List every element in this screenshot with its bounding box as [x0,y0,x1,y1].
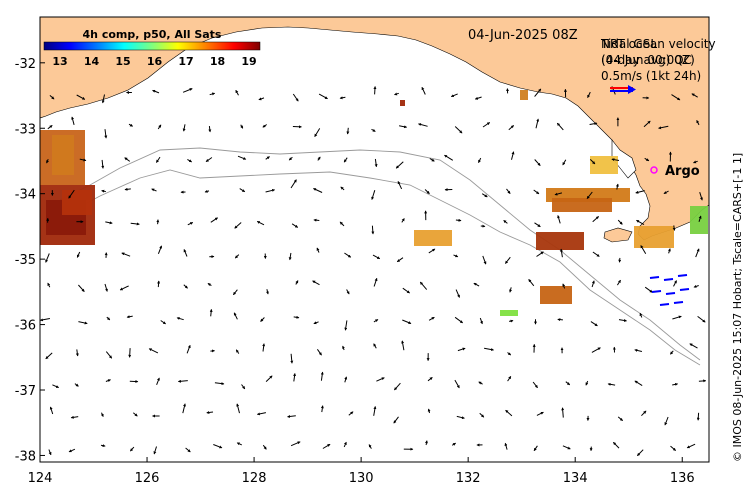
x-tick-label: 134 [563,471,588,486]
velocity-arrow [158,281,159,287]
x-tick-label: 126 [135,471,160,486]
sst-patch [634,226,674,248]
legend-line1b: Tidal GSL [600,37,657,51]
velocity-arrow [130,348,131,357]
velocity-arrow [209,126,210,132]
x-tick-label: 124 [28,471,53,486]
sst-patch [52,135,74,175]
y-tick-label: -38 [15,449,36,464]
tidal-arrow [678,275,687,276]
tidal-arrow [664,279,673,280]
tidal-arrow [680,289,689,290]
legend-line3: 0.5m/s (1kt 24h) [601,69,701,83]
y-tick-label: -37 [15,384,36,399]
sst-patch [500,310,518,316]
velocity-arrow [372,226,373,234]
colorbar-tick-label: 16 [147,55,163,68]
velocity-arrow [211,309,212,316]
sst-patch [552,198,612,212]
tidal-arrow [650,277,659,278]
colorbar-title: 4h comp, p50, All Sats [83,28,222,41]
velocity-arrow [674,225,675,230]
sst-patch [400,100,405,106]
sst-patch [62,190,92,215]
tidal-arrow [666,293,675,294]
credit-text: © IMOS 08-Jun-2025 15:07 Hobart; Tscale=… [731,153,744,462]
sst-patch [690,206,708,234]
x-tick-label: 128 [242,471,267,486]
y-tick-label: -35 [15,253,36,268]
colorbar-tick-label: 14 [84,55,100,68]
date-label: 04-Jun-2025 08Z [468,28,578,43]
argo-label: Argo [665,164,700,179]
sst-patch [540,286,572,304]
colorbar-tick-label: 19 [241,55,256,68]
tidal-arrow [660,304,669,305]
legend-line2b: (4-day avg) QC [601,53,692,67]
sst-patch [590,156,618,174]
colorbar-tick-label: 13 [52,55,67,68]
tidal-arrow [674,302,683,303]
y-tick-label: -34 [15,188,36,203]
colorbar-tick-label: 17 [178,55,193,68]
velocity-arrow [699,381,706,382]
x-tick-label: 132 [456,471,481,486]
velocity-arrow [558,319,563,320]
velocity-arrow [314,220,319,221]
sst-patch [536,232,584,250]
tidal-arrow [652,291,661,292]
colorbar-tick-label: 18 [210,55,225,68]
colorbar [44,42,260,50]
velocity-arrow [348,128,349,134]
y-tick-label: -32 [15,57,36,72]
velocity-arrow [125,189,131,190]
x-tick-label: 136 [670,471,695,486]
sst-patch [414,230,452,246]
colorbar-tick-label: 15 [115,55,130,68]
velocity-arrow [456,220,461,221]
y-tick-label: -36 [15,319,36,334]
sst-patch [520,90,528,100]
x-tick-label: 130 [349,471,374,486]
velocity-arrow [375,87,376,95]
y-tick-label: -33 [15,122,36,137]
velocity-arrow [698,413,699,420]
